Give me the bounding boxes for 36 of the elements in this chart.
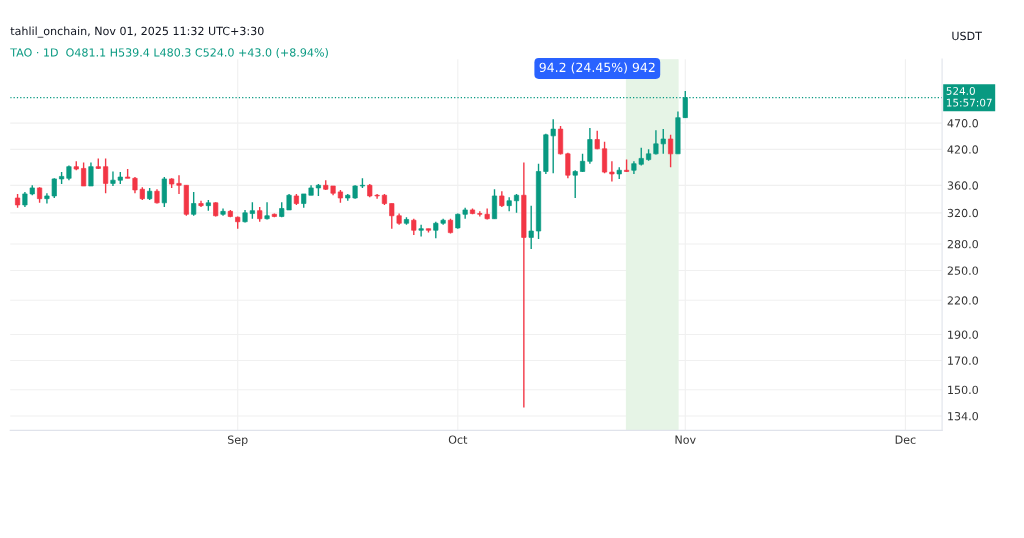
x-tick-label: Nov (675, 435, 696, 444)
candlestick (103, 157, 109, 194)
candlestick (565, 152, 571, 179)
chart-title: tahlil_onchain, Nov 01, 2025 11:32 UTC+3:30 (10, 26, 264, 38)
y-tick-label: 420.0 (947, 145, 979, 154)
y-tick-label: 280.0 (947, 239, 979, 249)
chart-subtitle: TAO · 1D O481.1 H539.4 L480.3 C524.0 +43.0 (+8.94%) (10, 48, 328, 58)
candlestick (609, 160, 615, 183)
y-tick-label: 220.0 (947, 296, 979, 305)
y-tick-label: 470.0 (947, 119, 979, 128)
candlestick (491, 188, 498, 220)
y-tick-label: 360.0 (947, 181, 979, 190)
x-tick-label: Sep (227, 435, 248, 447)
y-tick-label: 250.0 (947, 266, 979, 275)
candlestick (418, 224, 424, 238)
candlestick (264, 201, 270, 221)
candlestick (572, 169, 578, 199)
y-axis-title: USDT (952, 31, 982, 41)
candlestick (88, 161, 94, 187)
candlestick (528, 204, 534, 250)
candlestick (191, 191, 197, 217)
candlestick (161, 176, 167, 208)
annotation: 94.2 (24.45%) 942 (539, 62, 655, 74)
y-tick-label: 320.0 (947, 208, 979, 218)
candlestick (513, 193, 520, 214)
candlestick (668, 134, 674, 168)
x-tick-label: Dec (895, 435, 916, 444)
y-tick-label: 190.0 (948, 330, 979, 339)
ref-line-label: 524.0 15:57:07 (946, 87, 992, 107)
candlestick (602, 140, 608, 175)
candlestick (81, 161, 87, 187)
y-tick-label: 134.0 (948, 412, 979, 421)
y-tick-label: 170.0 (948, 356, 979, 365)
x-tick-label: Oct (448, 435, 468, 444)
candlestick (587, 127, 593, 165)
y-tick-label: 150.0 (948, 385, 979, 395)
